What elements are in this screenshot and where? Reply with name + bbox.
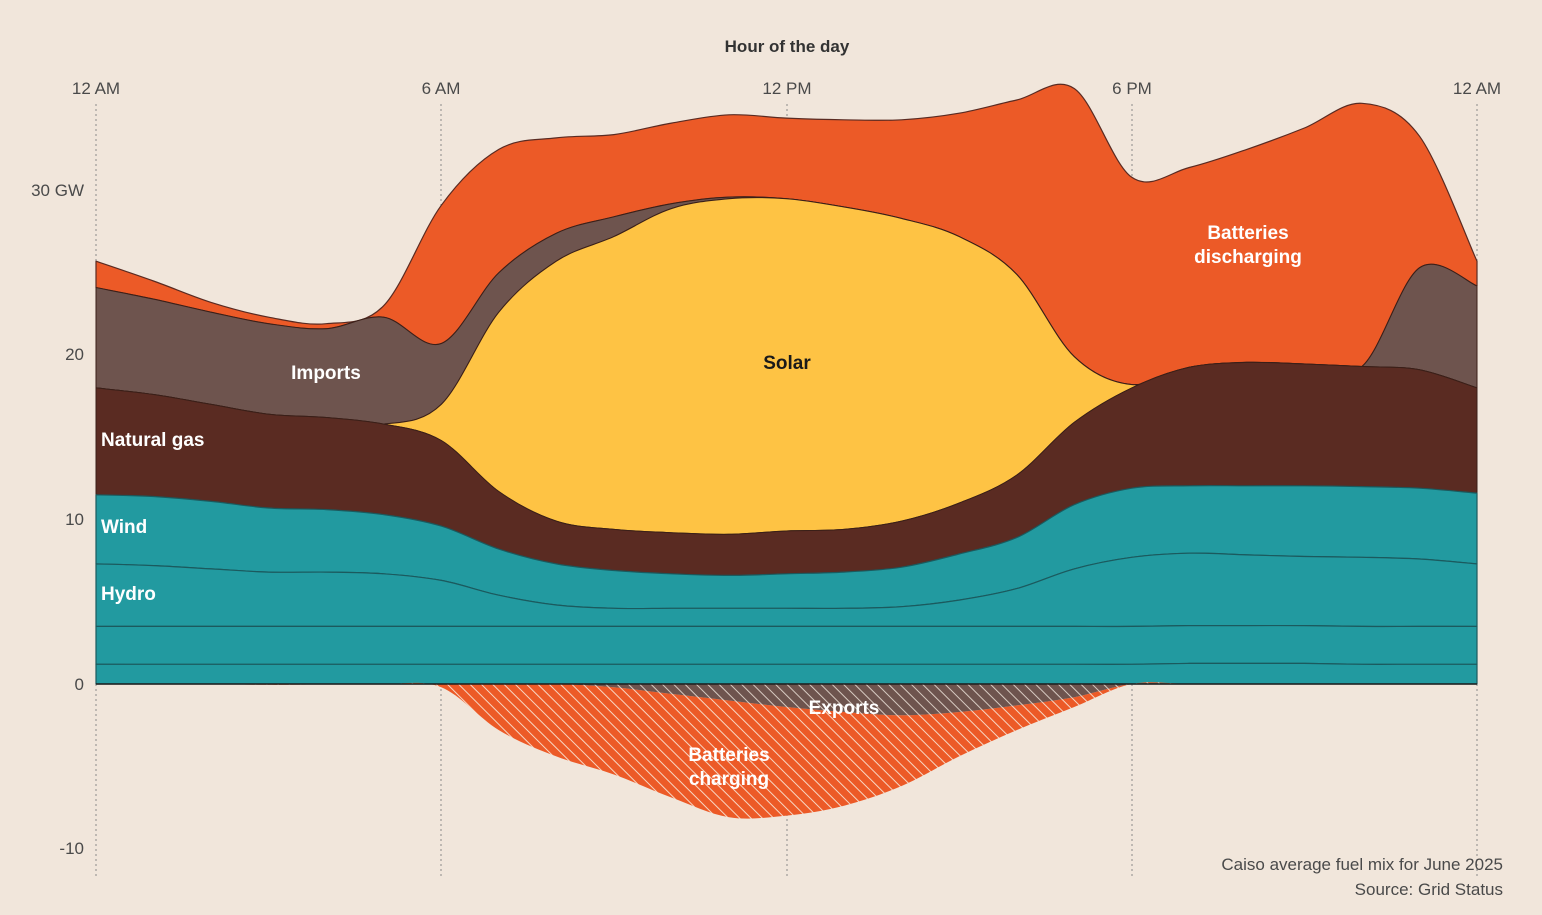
area-other [95, 662, 1478, 685]
y-tick-label-neg10: -10 [59, 839, 84, 858]
x-axis-title: Hour of the day [725, 37, 850, 56]
label-batteries-charging-line2: charging [689, 769, 769, 790]
label-exports: Exports [809, 698, 880, 719]
label-solar: Solar [763, 353, 811, 374]
area-exports [96, 683, 1477, 716]
x-tick-label-12am: 12 AM [72, 79, 120, 98]
area-nuclear [95, 624, 1478, 665]
chart-source: Source: Grid Status [1354, 880, 1503, 899]
label-batteries-discharging-line2: discharging [1194, 247, 1302, 268]
stacked-areas [95, 83, 1478, 819]
x-tick-label-12am-end: 12 AM [1453, 79, 1501, 98]
x-tick-label-12pm: 12 PM [762, 79, 811, 98]
chart-caption: Caiso average fuel mix for June 2025 [1221, 855, 1503, 874]
x-tick-label-6pm: 6 PM [1112, 79, 1152, 98]
area-batteries-charging [96, 682, 1477, 819]
y-tick-label-0: 0 [75, 675, 84, 694]
label-hydro: Hydro [101, 584, 156, 605]
label-imports: Imports [291, 363, 361, 384]
y-tick-label-10: 10 [65, 510, 84, 529]
label-batteries-charging-line1: Batteries [688, 745, 769, 766]
label-natural-gas: Natural gas [101, 430, 204, 451]
label-wind: Wind [101, 517, 147, 538]
x-tick-label-6am: 6 AM [422, 79, 461, 98]
y-tick-label-20: 20 [65, 345, 84, 364]
y-tick-label-30: 30 GW [31, 181, 84, 200]
label-batteries-discharging-line1: Batteries [1207, 223, 1288, 244]
